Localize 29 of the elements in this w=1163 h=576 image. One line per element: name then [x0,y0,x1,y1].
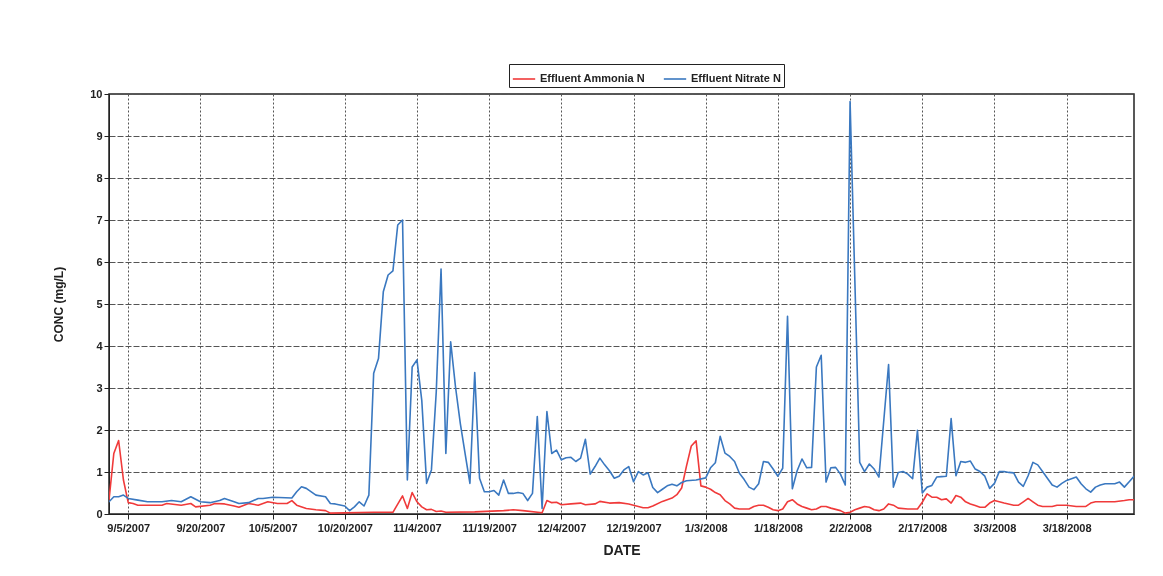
y-tick-label: 0 [96,507,103,520]
y-tick-label: 6 [96,255,103,268]
x-tick-label: 10/20/2007 [317,521,373,534]
x-tick-label: 9/5/2007 [107,521,151,534]
x-tick-label: 9/20/2007 [176,521,226,534]
x-tick-label: 10/5/2007 [248,521,298,534]
y-tick-label: 8 [96,171,103,184]
x-tick-label: 2/17/2008 [898,521,948,534]
x-tick-label: 2/2/2008 [829,521,872,534]
y-tick-label: 4 [96,339,104,352]
x-tick-label: 12/19/2007 [606,521,662,534]
x-tick-label: 12/4/2007 [537,521,587,534]
legend-label: Effluent Ammonia N [540,72,645,84]
y-axis-title: CONC (mg/L) [52,266,67,343]
y-tick-label: 10 [90,87,103,100]
y-tick-label: 9 [96,129,103,142]
legend-label: Effluent Nitrate N [691,72,781,84]
y-tick-label: 7 [96,213,103,226]
y-tick-label: 5 [96,297,103,310]
x-axis-title: DATE [603,541,641,558]
x-tick-label: 3/18/2008 [1042,521,1092,534]
x-tick-label: 1/18/2008 [753,521,803,534]
y-tick-label: 2 [96,423,103,436]
x-tick-label: 11/19/2007 [462,521,517,534]
y-tick-label: 3 [96,381,103,394]
y-tick-label: 1 [96,465,103,478]
x-tick-label: 3/3/2008 [973,521,1017,534]
x-tick-label: 11/4/2007 [393,521,442,534]
x-tick-label: 1/3/2008 [684,521,728,534]
